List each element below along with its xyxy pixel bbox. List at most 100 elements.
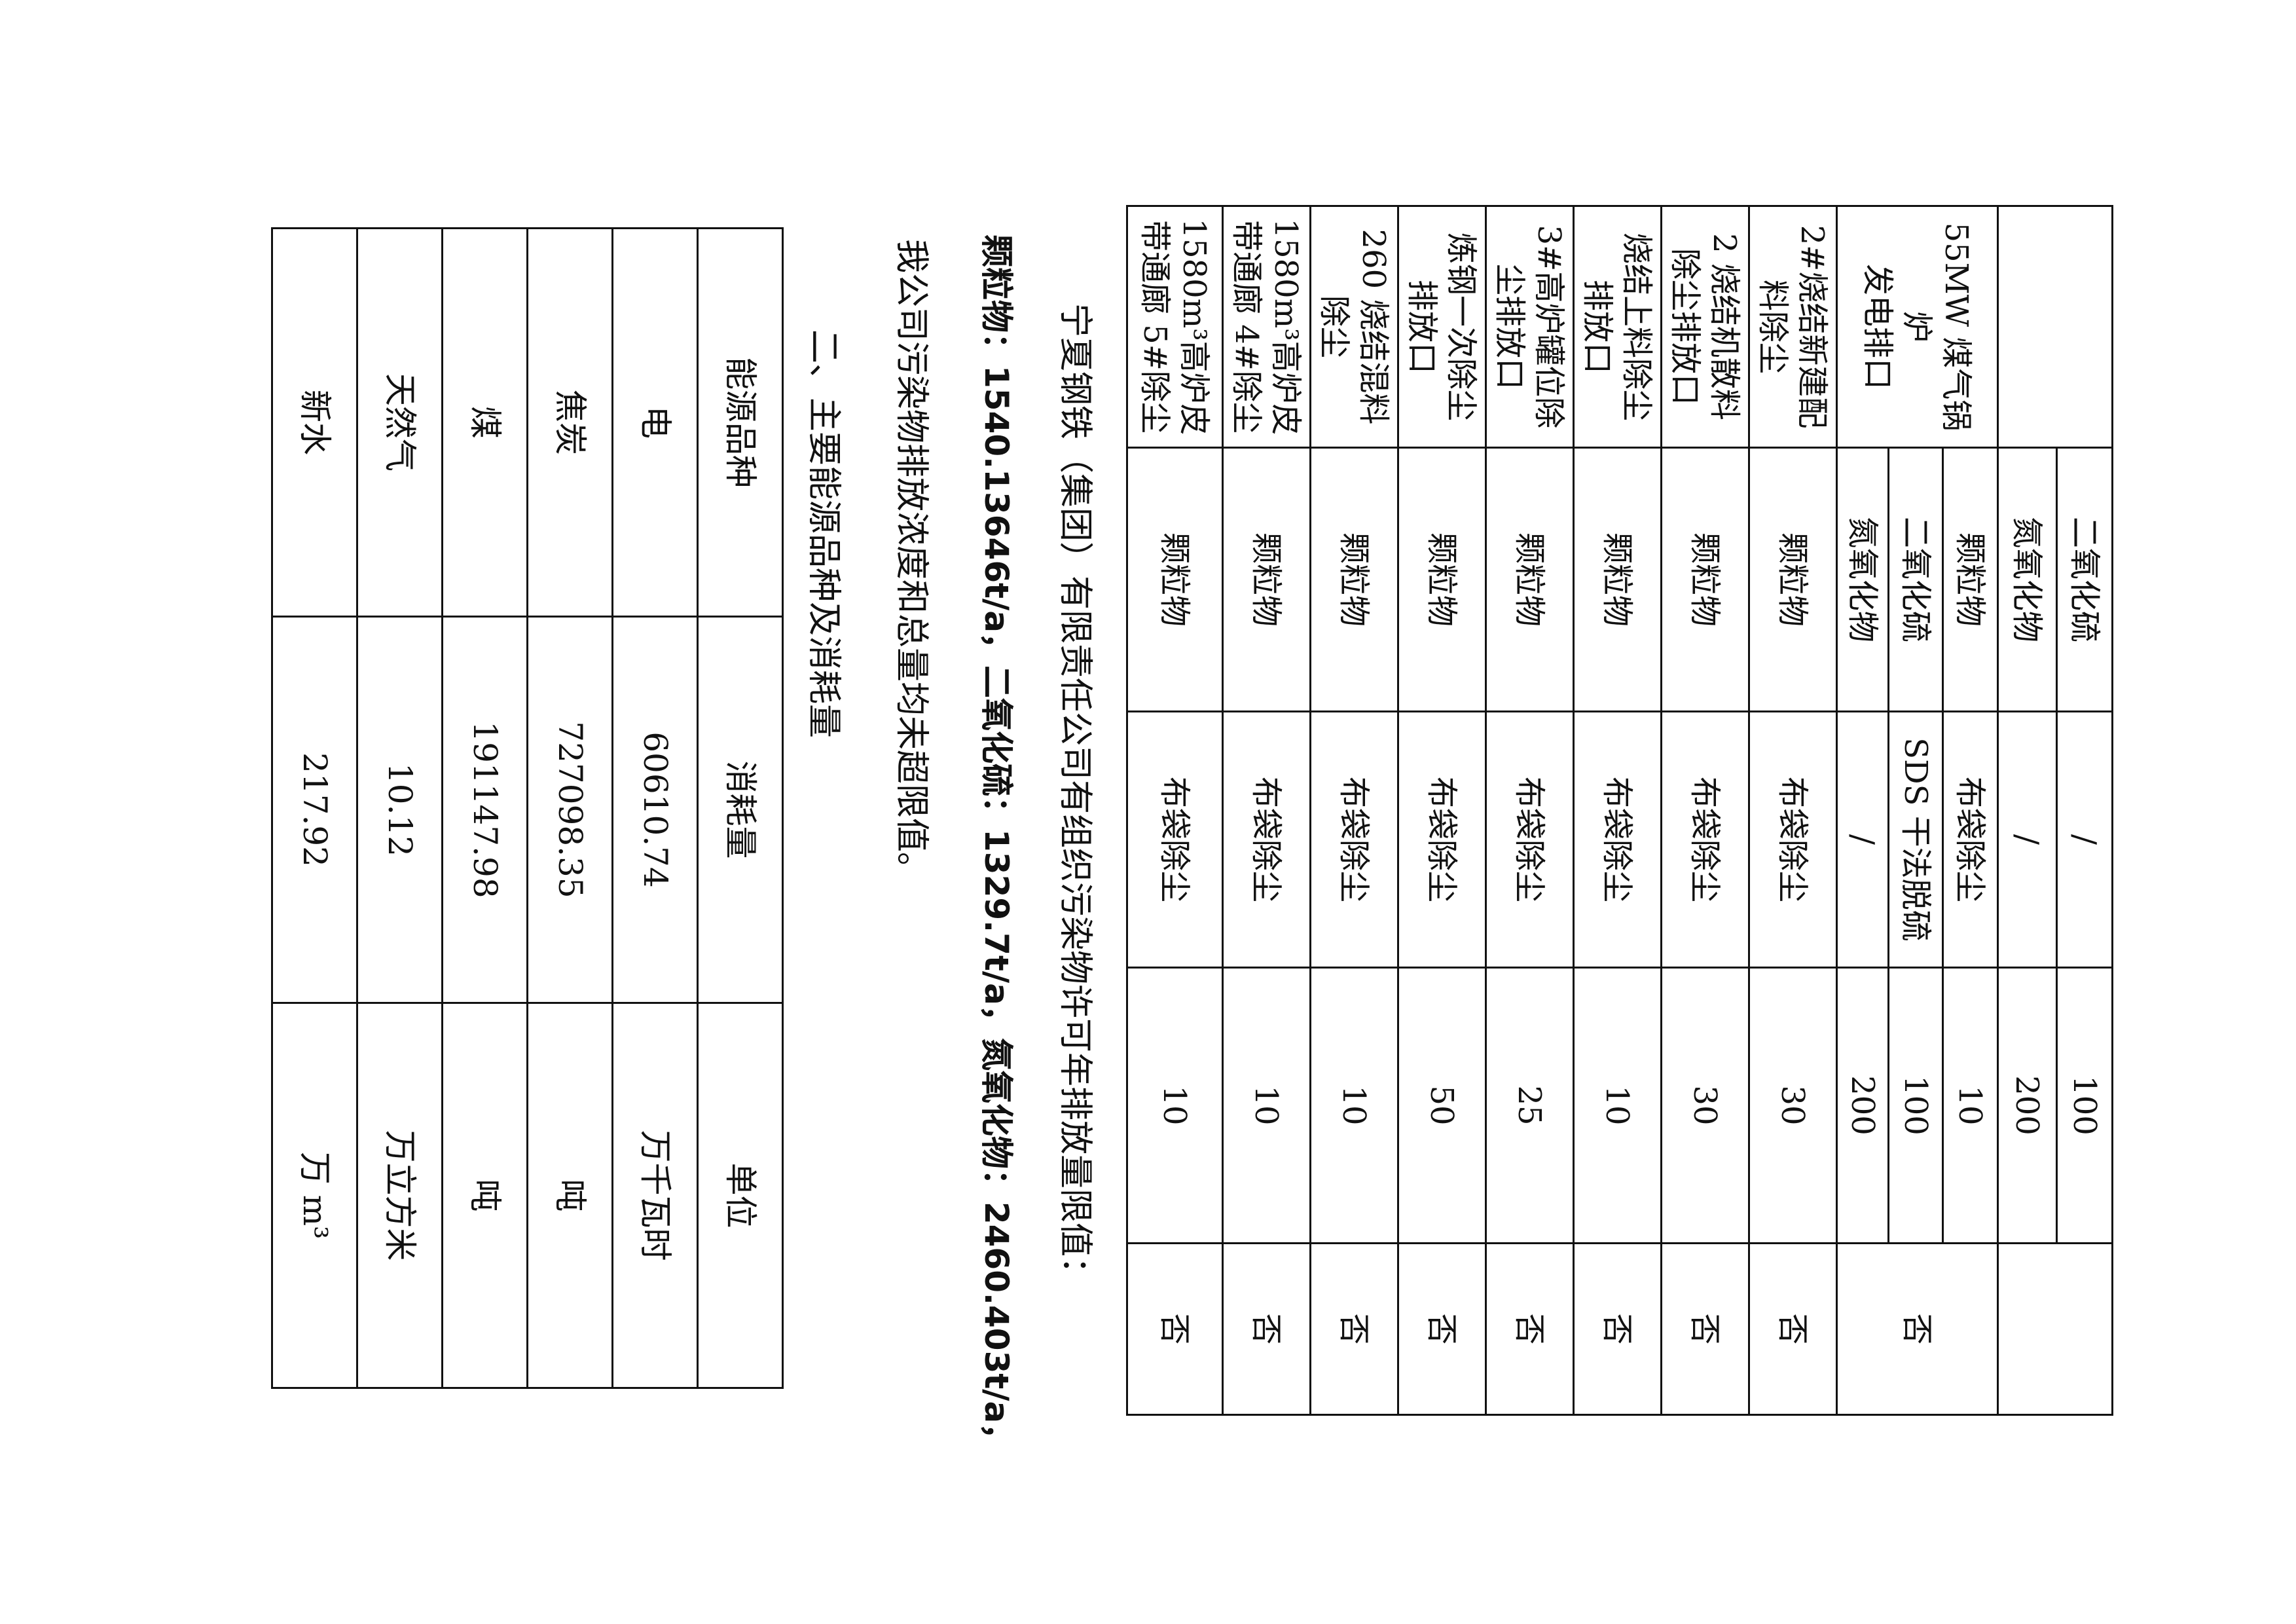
treatment-method-cell: 布袋除尘: [1942, 711, 1998, 968]
outlet-cell: 260 烧结混料 除尘: [1310, 206, 1398, 448]
energy-type-cell: 煤: [442, 228, 528, 617]
treatment-method-cell: 布袋除尘: [1127, 711, 1223, 968]
limit-cell: 200: [1997, 967, 2057, 1244]
treatment-method-cell: SDS 干法脱硫: [1888, 711, 1943, 968]
pollutant-cell: 颗粒物: [1127, 447, 1223, 712]
unit-cell: 万 m³: [272, 1003, 357, 1388]
pollutant-cell: 颗粒物: [1310, 447, 1398, 712]
table-row: 2#烧结新建配 料除尘 颗粒物 布袋除尘 30 否: [1749, 206, 1837, 1415]
outlet-cell: 55MW 煤气锅炉 发电排口: [1836, 206, 1998, 448]
table-row: 3#高炉罐位除 尘排放口 颗粒物 布袋除尘 25 否: [1485, 206, 1574, 1415]
limit-cell: 10: [1573, 967, 1662, 1244]
outlet-cell: 炼钢一次除尘 排放口: [1398, 206, 1486, 448]
exceeded-cell: 否: [1661, 1243, 1749, 1415]
consumption-cell: 217.92: [272, 616, 357, 1003]
treatment-method-cell: 布袋除尘: [1222, 711, 1311, 968]
table-row: 焦炭 727098.35 吨: [527, 228, 613, 1388]
pollutant-cell: 二氧化硫: [2056, 447, 2113, 712]
consumption-cell: 191147.98: [442, 616, 528, 1003]
table-row: 电 60610.74 万千瓦时: [612, 228, 698, 1388]
header-energy-type: 能源品种: [697, 228, 783, 617]
outlet-cell: [1997, 206, 2113, 448]
limit-cell: 25: [1485, 967, 1574, 1244]
consumption-cell: 727098.35: [527, 616, 613, 1003]
pollutant-cell: 颗粒物: [1749, 447, 1837, 712]
section-heading: 二、主要能源品种及消耗量: [804, 329, 843, 739]
treatment-method-cell: 布袋除尘: [1485, 711, 1574, 968]
table-row: 烧结上料除尘 排放口 颗粒物 布袋除尘 10 否: [1573, 206, 1662, 1415]
pollutant-cell: 颗粒物: [1485, 447, 1574, 712]
pollutant-cell: 颗粒物: [1222, 447, 1311, 712]
consumption-cell: 60610.74: [612, 616, 698, 1003]
header-consumption: 消耗量: [697, 616, 783, 1003]
emission-limits-table: 二氧化硫/100 氮氧化物/200 55MW 煤气锅炉 发电排口 颗粒物 布袋除尘 10 否…: [1126, 205, 2113, 1416]
limit-cell: 50: [1398, 967, 1486, 1244]
treatment-method-cell: 布袋除尘: [1749, 711, 1837, 968]
limit-cell: 30: [1749, 967, 1837, 1244]
pollutant-cell: 氮氧化物: [1836, 447, 1889, 712]
limit-cell: 100: [2056, 967, 2113, 1244]
outlet-cell: 2#烧结新建配 料除尘: [1749, 206, 1837, 448]
exceeded-cell: 否: [1127, 1243, 1223, 1415]
permit-intro-text: 宁夏钢铁（集团）有限责任公司有组织污染物许可年排放量限值：: [1055, 303, 1095, 1291]
exceeded-cell: 否: [1836, 1243, 1998, 1415]
treatment-method-cell: 布袋除尘: [1573, 711, 1662, 968]
table-row: 2 烧结机散料 除尘排放口 颗粒物 布袋除尘 30 否: [1661, 206, 1749, 1415]
outlet-cell: 3#高炉罐位除 尘排放口: [1485, 206, 1574, 448]
treatment-method-cell: 布袋除尘: [1661, 711, 1749, 968]
treatment-method-cell: /: [1836, 711, 1889, 968]
unit-cell: 吨: [527, 1003, 613, 1388]
table-row: 1580m³高炉皮 带通廊 4#除尘 颗粒物 布袋除尘 10 否: [1222, 206, 1311, 1415]
exceeded-cell: [1997, 1243, 2113, 1415]
exceeded-cell: 否: [1749, 1243, 1837, 1415]
outlet-cell: 2 烧结机散料 除尘排放口: [1661, 206, 1749, 448]
unit-cell: 万立方米: [357, 1003, 443, 1388]
outlet-cell: 烧结上料除尘 排放口: [1573, 206, 1662, 448]
pollutant-cell: 颗粒物: [1942, 447, 1998, 712]
limit-cell: 200: [1836, 967, 1889, 1244]
energy-consumption-table: 能源品种 消耗量 单位 电 60610.74 万千瓦时 焦炭 727098.35 吨煤 19…: [271, 227, 784, 1389]
energy-type-cell: 新水: [272, 228, 357, 617]
exceeded-cell: 否: [1222, 1243, 1311, 1415]
exceeded-cell: 否: [1573, 1243, 1662, 1415]
consumption-cell: 10.12: [357, 616, 443, 1003]
table-row: 260 烧结混料 除尘 颗粒物 布袋除尘 10 否: [1310, 206, 1398, 1415]
energy-type-cell: 天然气: [357, 228, 443, 617]
outlet-cell: 1580m³高炉皮 带通廊 5#除尘: [1127, 206, 1223, 448]
energy-type-cell: 电: [612, 228, 698, 617]
pollutant-cell: 二氧化硫: [1888, 447, 1943, 712]
treatment-method-cell: 布袋除尘: [1398, 711, 1486, 968]
table-row: 天然气 10.12 万立方米: [357, 228, 443, 1388]
unit-cell: 吨: [442, 1003, 528, 1388]
exceeded-cell: 否: [1310, 1243, 1398, 1415]
outlet-cell: 1580m³高炉皮 带通廊 4#除尘: [1222, 206, 1311, 448]
pollutant-cell: 颗粒物: [1661, 447, 1749, 712]
limit-cell: 10: [1127, 967, 1223, 1244]
limit-cell: 10: [1222, 967, 1311, 1244]
table-row: 55MW 煤气锅炉 发电排口 颗粒物 布袋除尘 10 否: [1836, 206, 1998, 1415]
permit-values-text: 颗粒物：1540.13646t/a，二氧化硫：1329.7t/a，氮氧化物：24…: [977, 234, 1015, 1456]
limit-cell: 10: [1942, 967, 1998, 1244]
limit-cell: 30: [1661, 967, 1749, 1244]
limit-cell: 10: [1310, 967, 1398, 1244]
unit-cell: 万千瓦时: [612, 1003, 698, 1388]
exceeded-cell: 否: [1398, 1243, 1486, 1415]
energy-type-cell: 焦炭: [527, 228, 613, 617]
table-row: 二氧化硫/100: [1997, 206, 2113, 1415]
treatment-method-cell: 布袋除尘: [1310, 711, 1398, 968]
pollutant-cell: 颗粒物: [1398, 447, 1486, 712]
conclusion-text: 我公司污染物排放浓度和总量均未超限值。: [892, 239, 931, 887]
pollutant-cell: 颗粒物: [1573, 447, 1662, 712]
header-unit: 单位: [697, 1003, 783, 1388]
table-row: 1580m³高炉皮 带通廊 5#除尘 颗粒物 布袋除尘 10 否: [1127, 206, 1223, 1415]
exceeded-cell: 否: [1485, 1243, 1574, 1415]
table-row: 炼钢一次除尘 排放口 颗粒物 布袋除尘 50 否: [1398, 206, 1486, 1415]
table-row: 煤 191147.98 吨: [442, 228, 528, 1388]
table-header-row: 能源品种 消耗量 单位: [697, 228, 783, 1388]
treatment-method-cell: /: [1997, 711, 2057, 968]
pollutant-cell: 氮氧化物: [1997, 447, 2057, 712]
limit-cell: 100: [1888, 967, 1943, 1244]
table-row: 新水 217.92 万 m³: [272, 228, 357, 1388]
treatment-method-cell: /: [2056, 711, 2113, 968]
